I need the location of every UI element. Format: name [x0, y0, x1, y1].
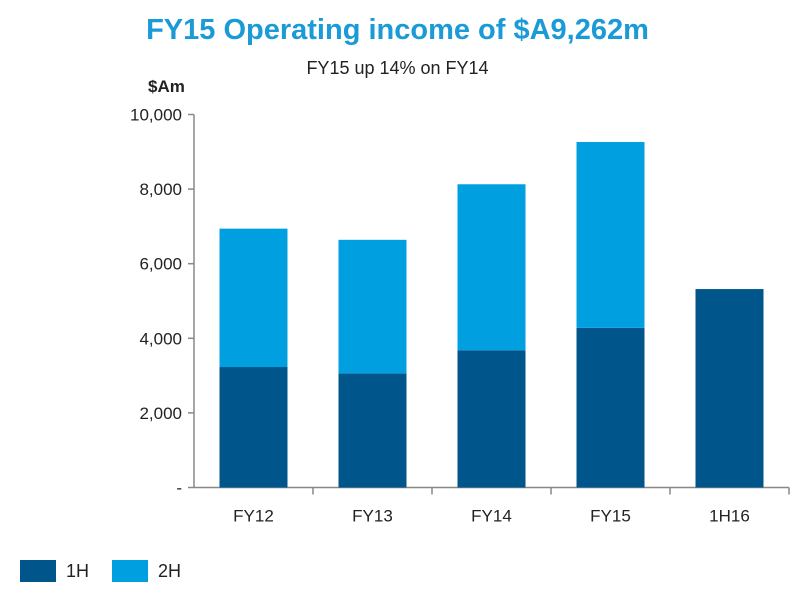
bar-1h-fy15 [576, 327, 645, 488]
legend-swatch [20, 560, 56, 582]
chart-subtitle: FY15 up 14% on FY14 [306, 58, 489, 78]
y-tick-label: 6,000 [139, 255, 182, 274]
x-tick-label: FY15 [590, 507, 631, 526]
x-tick-label: FY13 [352, 507, 393, 526]
y-tick-label: 8,000 [139, 180, 182, 199]
legend-label: 1H [66, 560, 90, 581]
chart-title: FY15 Operating income of $A9,262m [146, 14, 649, 46]
legend-item-2h: 2H [112, 560, 181, 582]
bar-2h-fy14 [457, 184, 526, 351]
y-tick-label: 2,000 [139, 404, 182, 423]
bar-2h-fy13 [338, 239, 407, 374]
bar-2h-fy12 [219, 228, 288, 368]
y-tick-label: 10,000 [130, 106, 182, 125]
x-tick-label: FY12 [233, 507, 274, 526]
bar-1h-fy12 [219, 367, 288, 488]
bar-1h-fy14 [457, 350, 526, 488]
bar-1h-1h16 [695, 289, 764, 488]
x-tick-label: FY14 [471, 507, 512, 526]
y-tick-label: 4,000 [139, 329, 182, 348]
y-axis-label: $Am [148, 77, 185, 96]
x-tick-label: 1H16 [709, 507, 750, 526]
legend-item-1h: 1H [20, 560, 89, 582]
bar-2h-fy15 [576, 142, 645, 328]
legend-swatch [112, 560, 148, 582]
bar-1h-fy13 [338, 373, 407, 488]
legend-label: 2H [158, 560, 182, 581]
y-tick-label: - [176, 479, 182, 498]
